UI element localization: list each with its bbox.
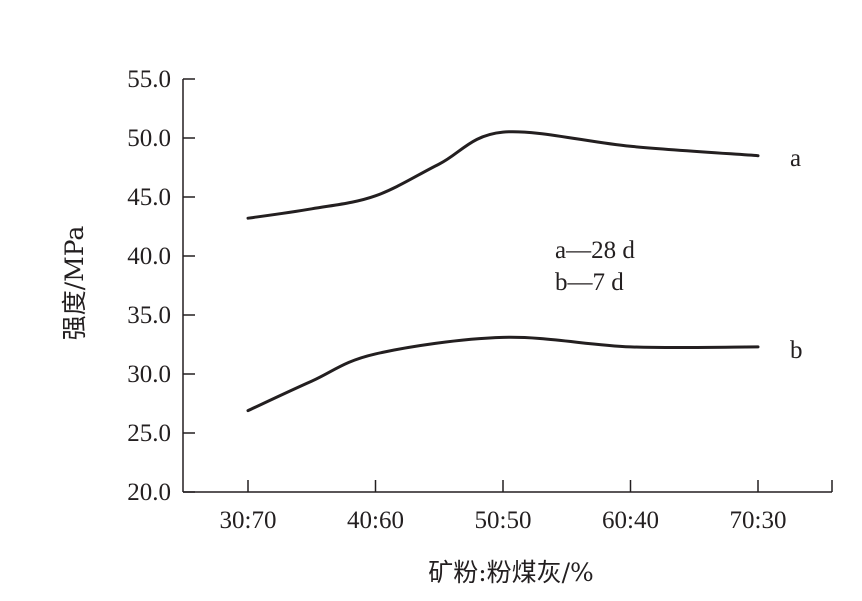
series-lines <box>246 130 760 413</box>
y-tick-label: 30.0 <box>127 361 171 388</box>
series-label-a: a <box>790 145 801 172</box>
y-tick-label: 40.0 <box>127 243 171 270</box>
x-tick-label: 70:30 <box>730 507 787 534</box>
x-tick-label: 30:70 <box>220 507 277 534</box>
series-label-b: b <box>790 337 803 364</box>
legend-entry-a: a—28 d <box>555 237 635 264</box>
x-ticks: 30:70 40:60 50:50 60:40 70:30 <box>220 480 787 534</box>
x-axis-title: 矿粉:粉煤灰/% <box>428 558 594 587</box>
y-tick-label: 25.0 <box>127 420 171 447</box>
series-line-b <box>246 335 760 413</box>
y-tick-label: 20.0 <box>127 479 171 506</box>
series-line-a <box>246 130 760 220</box>
legend: a—28 d b—7 d <box>555 237 635 296</box>
x-tick-label: 50:50 <box>475 507 532 534</box>
legend-entry-b: b—7 d <box>555 269 624 296</box>
y-tick-label: 55.0 <box>127 66 171 93</box>
y-tick-label: 50.0 <box>127 125 171 152</box>
axes <box>182 79 833 493</box>
x-tick-label: 60:40 <box>602 507 659 534</box>
x-tick-label: 40:60 <box>347 507 404 534</box>
y-ticks: 20.0 25.0 30.0 35.0 40.0 45.0 50.0 55.0 <box>127 66 195 506</box>
y-tick-label: 45.0 <box>127 184 171 211</box>
y-axis-title: 强度/MPa <box>60 226 89 341</box>
y-tick-label: 35.0 <box>127 302 171 329</box>
